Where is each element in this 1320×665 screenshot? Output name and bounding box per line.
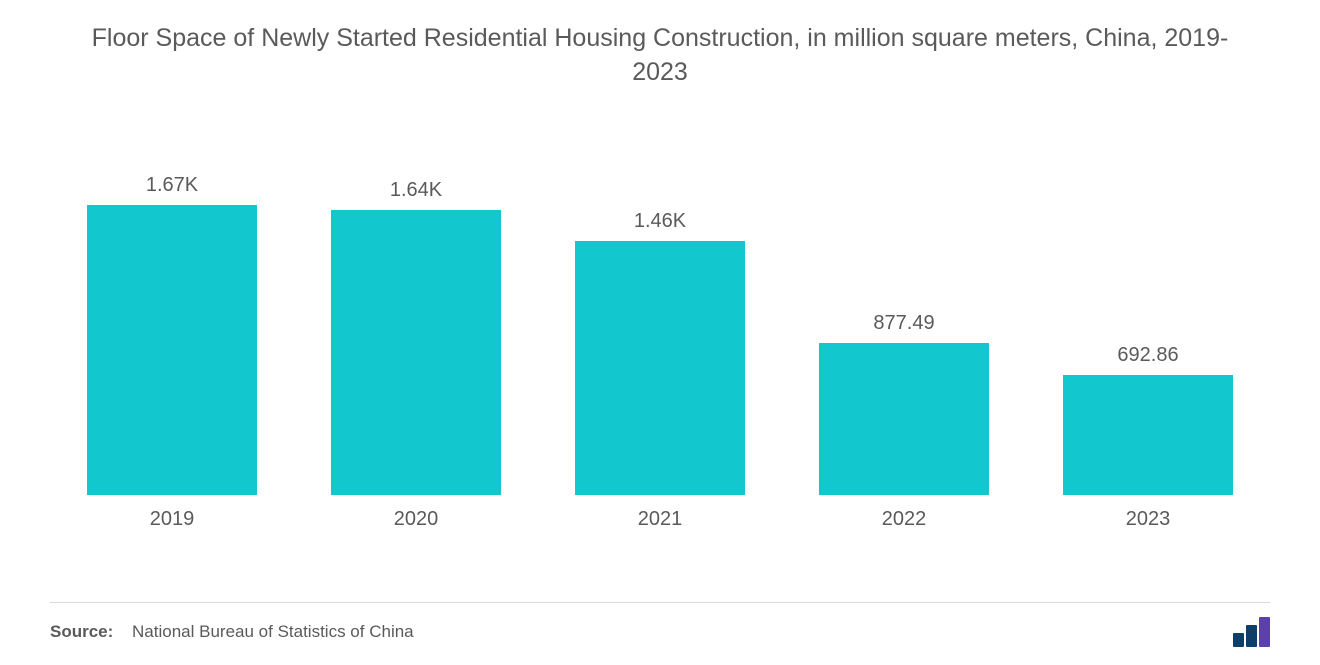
logo-bar — [1233, 633, 1244, 647]
source-text: National Bureau of Statistics of China — [132, 622, 414, 641]
x-axis-label: 2021 — [538, 500, 782, 531]
x-axis-label: 2020 — [294, 500, 538, 531]
bar — [1063, 375, 1233, 495]
brand-logo-icon — [1233, 617, 1270, 647]
source-label: Source: — [50, 622, 113, 641]
x-axis-label: 2023 — [1026, 500, 1270, 531]
bar-value-label: 1.67K — [146, 174, 198, 197]
bar-value-label: 692.86 — [1117, 344, 1178, 367]
x-axis-label: 2019 — [50, 500, 294, 531]
chart-container: Floor Space of Newly Started Residential… — [0, 0, 1320, 665]
x-axis-labels: 2019 2020 2021 2022 2023 — [50, 500, 1270, 531]
bar-slot: 1.67K — [50, 145, 294, 495]
chart-title: Floor Space of Newly Started Residential… — [0, 0, 1320, 90]
logo-bar — [1259, 617, 1270, 647]
chart-plot-area: 1.67K 1.64K 1.46K 877.49 692.86 — [50, 145, 1270, 495]
source-citation: Source: National Bureau of Statistics of… — [50, 622, 414, 642]
chart-footer: Source: National Bureau of Statistics of… — [50, 602, 1270, 647]
bar-slot: 877.49 — [782, 145, 1026, 495]
bar — [575, 241, 745, 495]
bar — [87, 205, 257, 495]
bar-slot: 1.46K — [538, 145, 782, 495]
x-axis-label: 2022 — [782, 500, 1026, 531]
bar-value-label: 1.64K — [390, 179, 442, 202]
bar-value-label: 1.46K — [634, 210, 686, 233]
bar-value-label: 877.49 — [873, 312, 934, 335]
bar — [819, 343, 989, 495]
logo-bar — [1246, 625, 1257, 647]
bar-slot: 1.64K — [294, 145, 538, 495]
bar-group: 1.67K 1.64K 1.46K 877.49 692.86 — [50, 145, 1270, 495]
bar-slot: 692.86 — [1026, 145, 1270, 495]
bar — [331, 210, 501, 495]
